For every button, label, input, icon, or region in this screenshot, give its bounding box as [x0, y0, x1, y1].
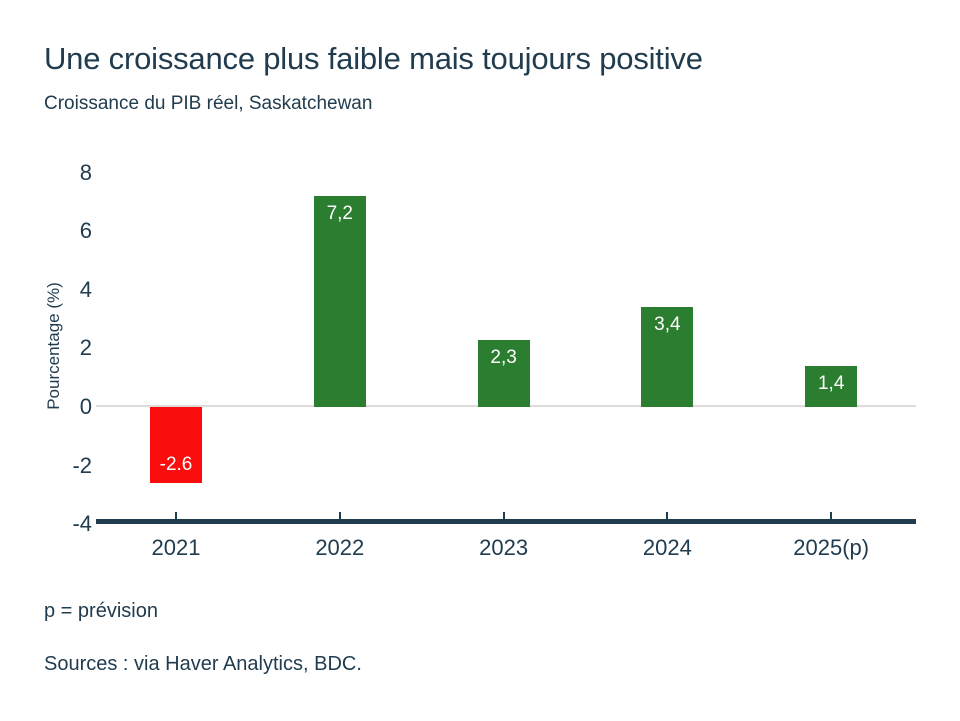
bar-2024: 3,4	[641, 307, 694, 407]
x-axis-label-2025(p): 2025(p)	[793, 535, 870, 560]
sources-note: Sources : via Haver Analytics, BDC.	[44, 653, 362, 675]
x-axis-label-2023: 2023	[479, 535, 529, 560]
bar-2025(p): 1,4	[805, 365, 858, 407]
y-tick-label: -4	[72, 511, 92, 537]
bar-value-label: 3,4	[654, 314, 681, 336]
x-axis-label-2022: 2022	[315, 535, 365, 560]
y-tick-label: -2	[72, 452, 92, 478]
bar-value-label: 1,4	[817, 372, 845, 394]
x-tick-mark	[830, 512, 833, 519]
x-tick-mark	[502, 512, 505, 519]
y-tick-label: 2	[79, 335, 92, 361]
x-tick-mark	[175, 512, 177, 519]
bar-value-label: -2.6	[159, 454, 193, 476]
y-tick-label: 8	[79, 159, 92, 185]
y-tick-label: 0	[79, 394, 92, 419]
chart-title: Une croissance plus faible mais toujours…	[44, 41, 703, 76]
chart-subtitle: Croissance du PIB réel, Saskatchewan	[44, 93, 373, 114]
y-tick-label: 4	[79, 276, 92, 302]
x-tick-mark	[666, 512, 669, 519]
x-axis-label-2024: 2024	[642, 535, 692, 560]
x-axis-line	[96, 519, 916, 524]
x-tick-mark	[338, 512, 341, 519]
bar-2022: 7,2	[313, 196, 366, 407]
x-axis-label-2021: 2021	[151, 535, 201, 560]
y-tick-label: 6	[79, 218, 92, 244]
bar-2021: -2.6	[150, 407, 202, 484]
bar-value-label: 2,3	[490, 346, 517, 368]
bar-value-label: 7,2	[326, 203, 353, 225]
footnote: p = prévision	[44, 600, 158, 622]
bar-2023: 2,3	[477, 339, 530, 407]
